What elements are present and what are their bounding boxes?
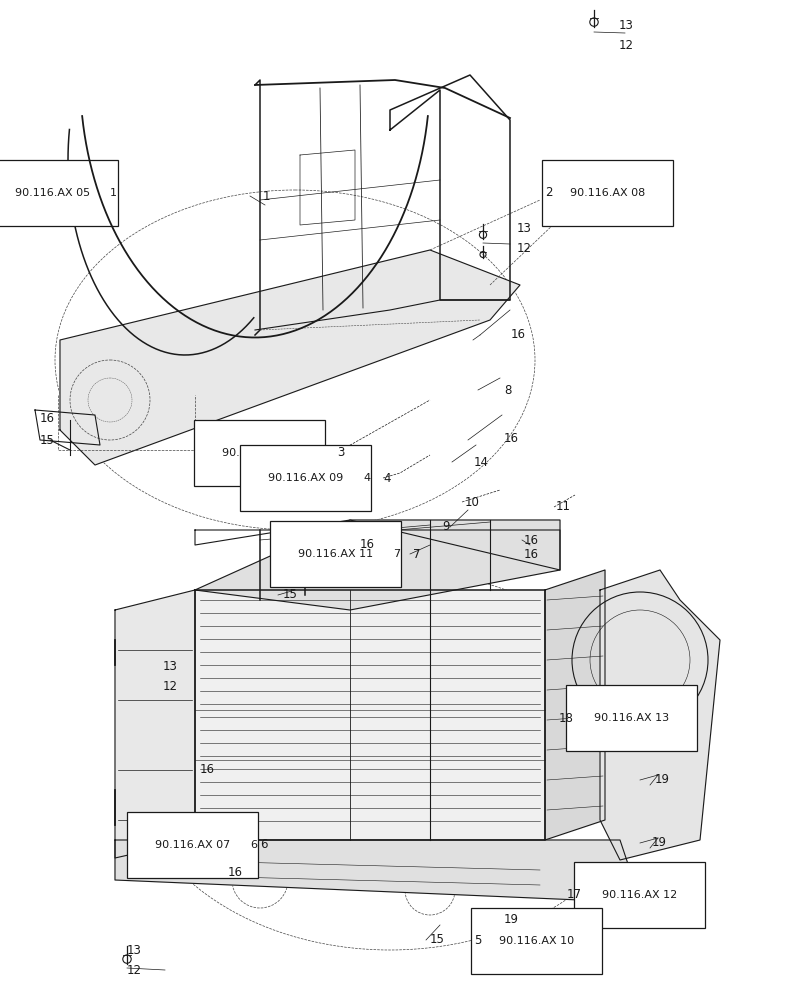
Text: 17: 17: [582, 890, 596, 900]
Polygon shape: [60, 250, 519, 465]
Text: 3: 3: [316, 448, 324, 458]
Text: 90.116.AX 12: 90.116.AX 12: [601, 890, 676, 900]
Text: 4: 4: [363, 473, 370, 483]
Text: 13: 13: [517, 222, 531, 234]
Text: 90.116.AX 07: 90.116.AX 07: [155, 840, 230, 850]
Text: 3: 3: [337, 446, 344, 460]
Polygon shape: [115, 840, 629, 900]
Text: 5: 5: [487, 936, 493, 946]
Text: 90.116.AX 13: 90.116.AX 13: [594, 713, 668, 723]
Text: 90.116.AX 06: 90.116.AX 06: [221, 448, 297, 458]
Text: 16: 16: [523, 534, 539, 546]
Text: 16: 16: [504, 432, 518, 444]
Text: 1: 1: [109, 188, 117, 198]
Text: 13: 13: [163, 660, 178, 674]
Polygon shape: [115, 590, 195, 858]
Text: 16: 16: [359, 538, 375, 552]
Polygon shape: [599, 570, 719, 860]
Text: 90.116.AX 08: 90.116.AX 08: [569, 188, 645, 198]
Text: 6: 6: [260, 838, 267, 851]
Text: 12: 12: [127, 964, 142, 977]
Text: 12: 12: [517, 241, 531, 254]
Text: 11: 11: [556, 500, 570, 514]
Text: 13: 13: [127, 944, 142, 957]
Text: 16: 16: [200, 763, 215, 776]
Text: 16: 16: [40, 412, 55, 424]
Text: 7: 7: [413, 548, 420, 560]
Text: 90.116.AX 09: 90.116.AX 09: [268, 473, 343, 483]
Text: 1: 1: [263, 190, 270, 202]
Text: 19: 19: [651, 836, 666, 849]
Text: 90.116.AX 11: 90.116.AX 11: [298, 549, 373, 559]
Text: 17: 17: [566, 888, 581, 901]
Polygon shape: [544, 570, 604, 840]
Text: 4: 4: [383, 472, 390, 485]
Text: 13: 13: [618, 19, 633, 32]
Text: 6: 6: [250, 840, 257, 850]
Text: 15: 15: [40, 434, 55, 446]
Text: 12: 12: [163, 680, 178, 694]
Polygon shape: [195, 590, 544, 840]
Text: 90.116.AX 05: 90.116.AX 05: [15, 188, 90, 198]
Text: 15: 15: [430, 933, 444, 946]
Text: 2: 2: [545, 186, 552, 200]
Text: 2: 2: [557, 188, 564, 198]
Text: 90.116.AX 10: 90.116.AX 10: [499, 936, 573, 946]
Text: 12: 12: [618, 39, 633, 52]
Text: 8: 8: [504, 383, 511, 396]
Text: 19: 19: [504, 913, 518, 926]
Polygon shape: [195, 520, 560, 610]
Text: 9: 9: [441, 520, 449, 534]
Text: 19: 19: [654, 773, 669, 786]
Text: 15: 15: [283, 588, 298, 601]
Text: 18: 18: [559, 712, 573, 724]
Text: 14: 14: [474, 456, 488, 468]
Text: 16: 16: [510, 328, 526, 342]
Text: 7: 7: [393, 549, 400, 559]
Text: 16: 16: [228, 866, 242, 879]
Text: 16: 16: [523, 548, 539, 562]
Text: 18: 18: [574, 713, 588, 723]
Text: 10: 10: [465, 495, 479, 508]
Text: 5: 5: [474, 934, 482, 947]
